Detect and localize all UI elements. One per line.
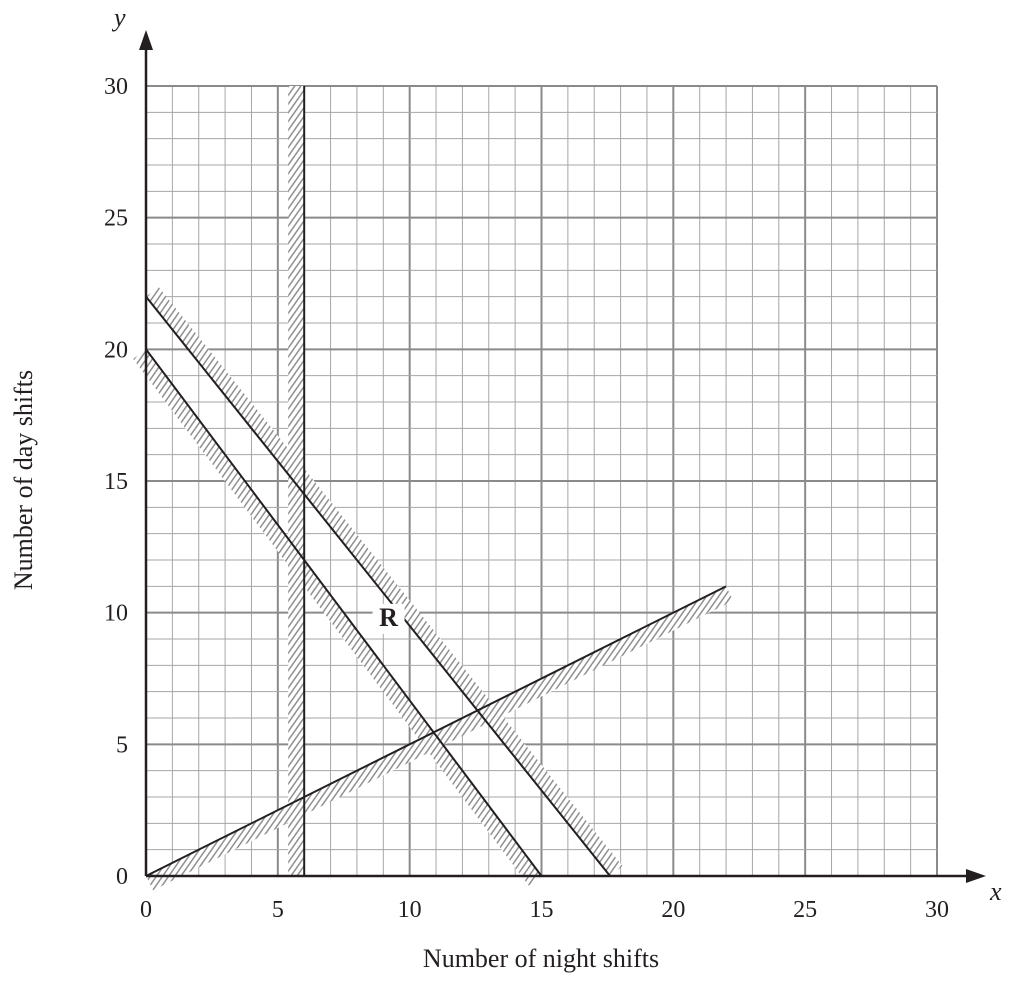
x-axis-arrow xyxy=(966,869,986,883)
annotations: R xyxy=(372,603,405,634)
y-axis-label: Number of day shifts xyxy=(9,370,38,590)
y-axis-variable: y xyxy=(111,3,126,32)
x-tick-label: 0 xyxy=(140,897,152,923)
y-tick-label: 30 xyxy=(104,74,128,100)
y-tick-label: 5 xyxy=(116,732,128,758)
region-label: R xyxy=(379,603,398,632)
y-tick-label: 0 xyxy=(116,864,128,890)
y-tick-label: 25 xyxy=(104,206,128,232)
shading-band-3 xyxy=(133,349,542,886)
series-line-4 xyxy=(145,585,727,877)
x-tick-label: 10 xyxy=(398,897,422,923)
x-tick-label: 15 xyxy=(530,897,554,923)
y-tick-label: 10 xyxy=(104,601,128,627)
x-axis-label: Number of night shifts xyxy=(423,944,659,973)
region-label-background xyxy=(372,603,405,634)
shading xyxy=(133,86,734,891)
x-axis-variable: x xyxy=(989,877,1002,906)
x-tick-label: 30 xyxy=(925,897,949,923)
shading-band-2 xyxy=(146,286,623,876)
series-line-3 xyxy=(145,348,543,877)
series-lines xyxy=(145,86,727,877)
y-axis-arrow xyxy=(139,30,153,50)
axes xyxy=(139,30,986,883)
x-tick-label: 25 xyxy=(793,897,817,923)
y-tick-label: 20 xyxy=(104,337,128,363)
grid xyxy=(145,85,938,877)
tick-labels: 0 5 10 15 20 25 30 0 5 10 15 20 25 30 xyxy=(104,74,949,923)
shading-band-4 xyxy=(146,586,734,891)
x-tick-label: 20 xyxy=(661,897,685,923)
x-tick-label: 5 xyxy=(272,897,284,923)
series-line-2 xyxy=(145,296,611,877)
y-tick-label: 15 xyxy=(104,469,128,495)
